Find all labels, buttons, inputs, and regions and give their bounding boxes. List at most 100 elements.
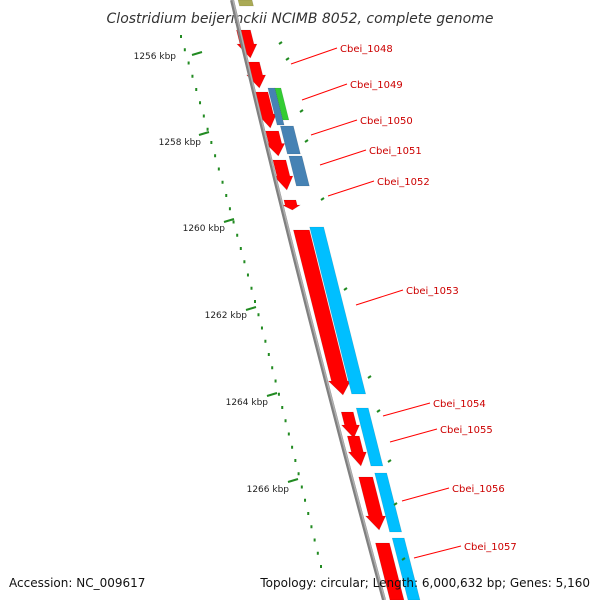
kbp-label-1260: 1260 kbp xyxy=(183,224,226,234)
feature-reverse-1053 xyxy=(309,226,367,395)
ruler-dot xyxy=(310,525,313,529)
kbp-label-1256: 1256 kbp xyxy=(134,52,177,62)
ruler-dot xyxy=(300,485,303,489)
feature-cbei-1055 xyxy=(346,435,367,467)
ruler-dot xyxy=(287,432,290,436)
ruler-dot xyxy=(257,313,260,317)
kbp-label-1264: 1264 kbp xyxy=(226,398,269,408)
ruler-dot xyxy=(232,220,235,224)
gene-label-cbei-1048[interactable]: Cbei_1048 xyxy=(340,44,393,55)
gc-tick xyxy=(393,502,398,506)
ruler-dot xyxy=(210,141,213,144)
ruler-dot xyxy=(236,233,239,237)
feature-cbei-1057 xyxy=(375,542,405,600)
gene-label-cbei-1056[interactable]: Cbei_1056 xyxy=(452,484,505,495)
gc-ticks xyxy=(278,41,406,561)
label-line xyxy=(290,47,338,65)
kbp-tick xyxy=(191,51,203,56)
gc-tick xyxy=(367,375,372,379)
feature-reverse-alt-2 xyxy=(279,125,301,155)
label-line xyxy=(413,545,462,559)
ruler-dot xyxy=(313,538,316,542)
label-line xyxy=(319,149,367,166)
ruler-dot xyxy=(294,459,297,462)
gene-label-cbei-1050[interactable]: Cbei_1050 xyxy=(360,116,413,127)
kbp-label-1258: 1258 kbp xyxy=(159,138,202,148)
ruler-dot xyxy=(271,366,274,370)
kbp-ruler xyxy=(180,35,322,568)
gc-tick xyxy=(320,197,325,201)
ruler-dot xyxy=(291,445,294,449)
gene-label-cbei-1049[interactable]: Cbei_1049 xyxy=(350,80,403,91)
gene-label-cbei-1051[interactable]: Cbei_1051 xyxy=(369,146,422,157)
ruler-dot xyxy=(267,353,270,356)
kbp-tick xyxy=(223,218,235,223)
kbp-tick xyxy=(198,131,210,136)
ruler-dot xyxy=(250,286,253,290)
label-line xyxy=(382,402,431,417)
gc-tick xyxy=(278,41,283,45)
feature-other xyxy=(274,87,290,121)
ruler-dot xyxy=(307,512,310,515)
ruler-dot xyxy=(214,154,217,158)
ruler-dot xyxy=(195,88,198,91)
ruler-dot xyxy=(202,114,205,118)
gc-tick xyxy=(285,57,290,61)
label-line xyxy=(301,83,348,101)
ruler-dot xyxy=(246,273,249,277)
gene-label-cbei-1053[interactable]: Cbei_1053 xyxy=(406,286,459,297)
backbone-highlight xyxy=(232,0,386,600)
ruler-dot xyxy=(180,35,182,38)
ruler-dot xyxy=(304,498,307,502)
genome-backbone xyxy=(230,0,386,600)
gc-tick xyxy=(401,557,406,561)
gc-tick xyxy=(299,109,304,113)
gene-label-lines xyxy=(290,47,462,559)
gc-tick xyxy=(387,459,392,463)
ruler-dot xyxy=(225,194,228,197)
gc-tick xyxy=(304,139,309,143)
feature-reverse-1056 xyxy=(374,472,403,533)
ruler-dot xyxy=(264,339,267,343)
kbp-tick xyxy=(266,392,278,397)
ruler-dot xyxy=(316,551,319,555)
feature-reverse-1057 xyxy=(391,537,421,600)
feature-reverse-alt-1 xyxy=(267,87,285,126)
kbp-labels: 1256 kbp 1258 kbp 1260 kbp 1262 kbp 1264… xyxy=(134,52,290,495)
gene-label-cbei-1052[interactable]: Cbei_1052 xyxy=(377,177,430,188)
kbp-label-1266: 1266 kbp xyxy=(247,485,290,495)
label-line xyxy=(310,119,358,136)
ruler-dot xyxy=(239,247,242,250)
gc-tick xyxy=(376,409,381,413)
kbp-tick xyxy=(287,478,299,483)
feature-cbei-1053 xyxy=(293,229,351,396)
ruler-dot xyxy=(260,326,263,330)
ruler-dot xyxy=(277,392,280,396)
feature-cbei-1052 xyxy=(282,199,302,211)
gene-label-cbei-1055[interactable]: Cbei_1055 xyxy=(440,425,493,436)
ruler-dot xyxy=(187,61,190,65)
ruler-dot xyxy=(199,101,202,105)
backbone-arc xyxy=(230,0,386,600)
ruler-dot xyxy=(281,406,284,409)
genome-summary-text: Topology: circular; Length: 6,000,632 bp… xyxy=(260,576,590,590)
feature-upstream xyxy=(237,0,254,7)
feature-cbei-1051b xyxy=(272,159,294,191)
kbp-label-1262: 1262 kbp xyxy=(205,311,248,321)
feature-cbei-1056 xyxy=(358,476,387,531)
gene-label-cbei-1057[interactable]: Cbei_1057 xyxy=(464,542,517,553)
feature-reverse-1055 xyxy=(355,407,384,467)
accession-text: Accession: NC_009617 xyxy=(9,576,146,590)
label-line xyxy=(355,289,404,306)
label-line xyxy=(389,428,438,443)
map-title: Clostridium beijerinckii NCIMB 8052, com… xyxy=(107,11,494,27)
ruler-dot xyxy=(284,419,287,423)
ruler-dot xyxy=(206,127,209,131)
ruler-dot xyxy=(274,379,277,383)
label-line xyxy=(327,180,375,197)
gene-label-cbei-1054[interactable]: Cbei_1054 xyxy=(433,399,486,410)
ruler-dot xyxy=(254,300,256,303)
ruler-dot xyxy=(221,180,224,184)
label-line xyxy=(401,487,450,502)
